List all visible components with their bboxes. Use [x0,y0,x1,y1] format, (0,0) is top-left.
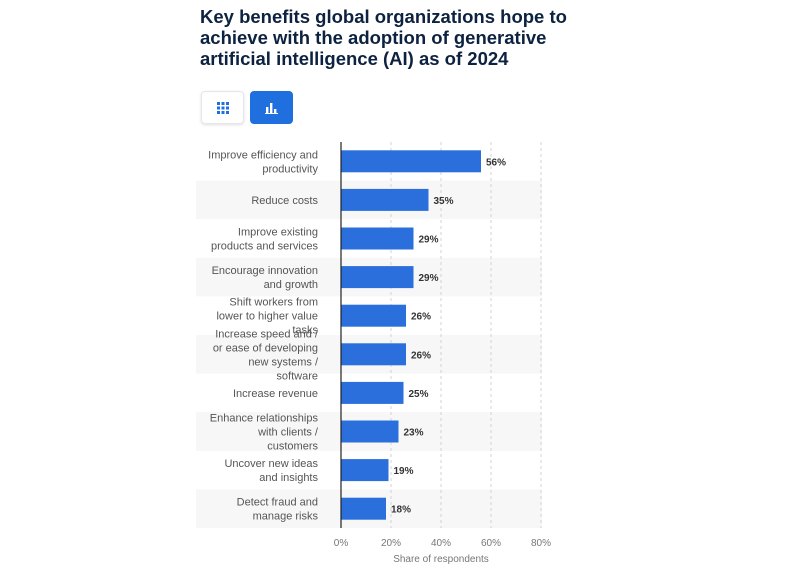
grid-icon [216,101,229,114]
table-view-button[interactable] [201,91,244,124]
bar-value-label: 29% [419,235,439,246]
bar [341,497,386,520]
bar-value-label: 18% [391,505,411,516]
category-label-line: Encourage innovation [212,265,318,277]
bar-value-label: 25% [409,389,429,400]
bar-value-label: 23% [404,428,424,439]
category-label: Uncover new ideas and insights [224,458,318,484]
bar-value-label: 35% [434,196,454,207]
category-label-line: tasks [292,325,318,337]
bar [341,150,481,173]
category-label: Shift workers from lower to higher value t… [216,297,318,337]
category-label-line: Shift workers from [229,297,318,309]
category-label-line: and growth [264,279,318,291]
category-label: Encourage innovation and growth [212,265,318,291]
bar-value-label: 26% [411,350,431,361]
chart-title: Key benefits global organizations hope t… [200,6,567,69]
category-label-line: productivity [262,163,318,175]
category-label-line: products and services [211,241,318,253]
category-label: Improve efficiency and productivity [208,149,318,175]
category-label-line: Reduce costs [251,195,318,207]
category-label-line: and insights [259,472,318,484]
category-label: Increase speed and / or ease of developin… [213,328,319,382]
x-tick-label: 20% [381,538,401,549]
x-tick-label: 80% [531,538,551,549]
category-label-line: Improve existing [238,227,318,239]
category-label-line: lower to higher value [216,311,318,323]
x-tick-label: 40% [431,538,451,549]
bar [341,459,389,482]
category-label-line: or ease of developing [213,342,318,354]
bar-value-label: 56% [486,157,506,168]
bar-value-label: 29% [419,273,439,284]
category-label: Increase revenue [233,388,318,400]
category-label-line: with clients / [257,427,319,439]
bar-chart-icon [265,102,278,114]
chart-view-button[interactable] [250,91,293,124]
category-label: Reduce costs [251,195,318,207]
category-label-line: customers [267,441,318,453]
bar [341,381,404,404]
category-label-line: software [276,370,318,382]
category-label-line: Detect fraud and [237,497,318,509]
category-label-line: new systems / [248,356,319,368]
bar [341,188,429,211]
bar [341,266,414,289]
bar-value-label: 19% [394,466,414,477]
bar-value-label: 26% [411,312,431,323]
category-label-line: Improve efficiency and [208,149,318,161]
category-label: Detect fraud and manage risks [237,497,319,523]
category-label: Improve existing products and services [211,227,318,253]
bar [341,304,406,327]
x-axis-label: Share of respondents [393,554,489,565]
bar [341,343,406,366]
bar [341,227,414,250]
x-tick-label: 0% [334,538,349,549]
category-label-line: Enhance relationships [210,413,319,425]
category-label-line: manage risks [253,511,319,523]
x-tick-label: 60% [481,538,501,549]
bar [341,420,399,443]
category-label-line: Increase speed and / [215,328,319,340]
category-label-line: Uncover new ideas [224,458,318,470]
category-label-line: Increase revenue [233,388,318,400]
category-label: Enhance relationships with clients / custo… [210,413,319,453]
